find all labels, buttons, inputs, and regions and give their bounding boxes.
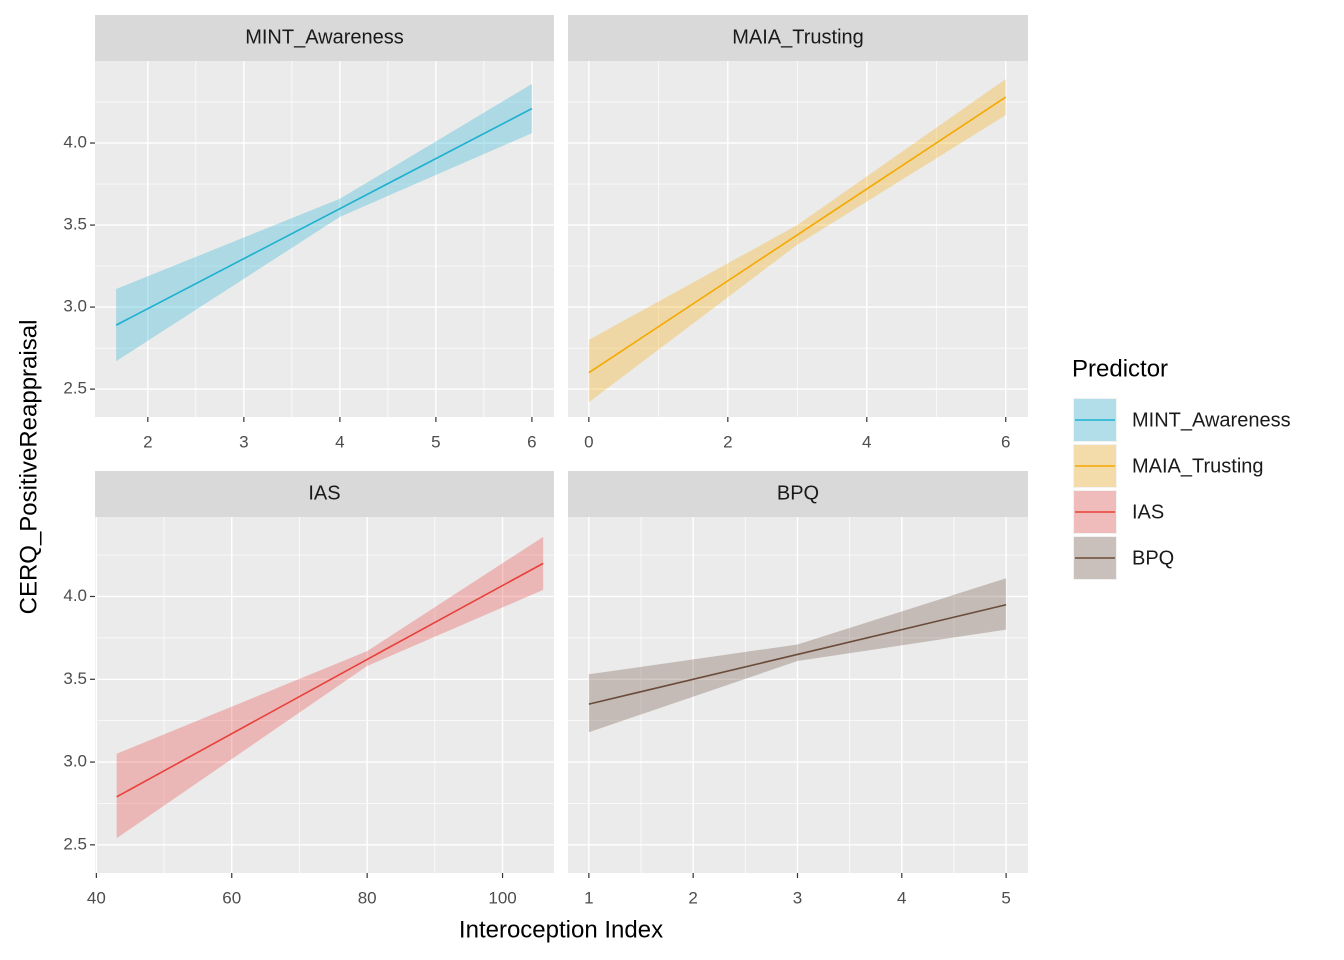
confidence-band (116, 83, 532, 362)
legend-label: BPQ (1132, 547, 1174, 569)
y-tick-label: 3.5 (63, 669, 87, 688)
x-tick-label: 6 (527, 432, 536, 451)
y-tick-label: 3.0 (63, 297, 87, 316)
x-tick-label: 4 (335, 432, 344, 451)
confidence-band (116, 536, 544, 839)
x-tick-label: 5 (431, 432, 440, 451)
x-tick-label: 80 (358, 888, 377, 907)
strip-label: MINT_Awareness (245, 26, 404, 48)
x-axis-title: Interoception Index (459, 916, 663, 943)
x-tick-label: 3 (239, 432, 248, 451)
line (588, 603, 1007, 705)
y-tick-label: 2.5 (63, 379, 87, 398)
x-tick-label: 0 (584, 432, 593, 451)
strip-label: BPQ (777, 482, 819, 504)
y-tick-label: 3.5 (63, 215, 87, 234)
strip (568, 471, 1028, 517)
x-tick-label: 4 (862, 432, 871, 451)
legend-label: IAS (1132, 501, 1164, 523)
strip-label: MAIA_Trusting (732, 26, 864, 48)
y-tick-label: 4.0 (63, 133, 87, 152)
panel-background (95, 517, 554, 873)
strip-label: IAS (308, 482, 340, 504)
x-tick-label: 2 (688, 888, 697, 907)
x-tick-label: 3 (793, 888, 802, 907)
confidence-band (588, 578, 1007, 733)
panel-background (568, 61, 1028, 417)
legend-title: Predictor (1072, 355, 1168, 382)
x-tick-label: 6 (1001, 432, 1010, 451)
y-tick-label: 3.0 (63, 752, 87, 771)
y-tick-label: 4.0 (63, 586, 87, 605)
line (115, 107, 533, 326)
strip (568, 15, 1028, 61)
x-tick-label: 100 (488, 888, 516, 907)
x-tick-label: 1 (584, 888, 593, 907)
x-tick-label: 4 (897, 888, 906, 907)
y-axis-title: CERQ_PositiveReappraisal (15, 320, 42, 615)
legend-label: MINT_Awareness (1132, 409, 1291, 431)
strip (95, 471, 554, 517)
legend-label: MAIA_Trusting (1132, 455, 1264, 477)
line (116, 562, 544, 798)
x-tick-label: 5 (1001, 888, 1010, 907)
x-tick-label: 2 (143, 432, 152, 451)
y-tick-label: 2.5 (63, 834, 87, 853)
x-tick-label: 2 (723, 432, 732, 451)
x-tick-label: 40 (87, 888, 106, 907)
line (588, 96, 1007, 374)
panel-background (95, 61, 554, 417)
confidence-band (588, 79, 1006, 403)
x-tick-label: 60 (222, 888, 241, 907)
strip (95, 15, 554, 61)
